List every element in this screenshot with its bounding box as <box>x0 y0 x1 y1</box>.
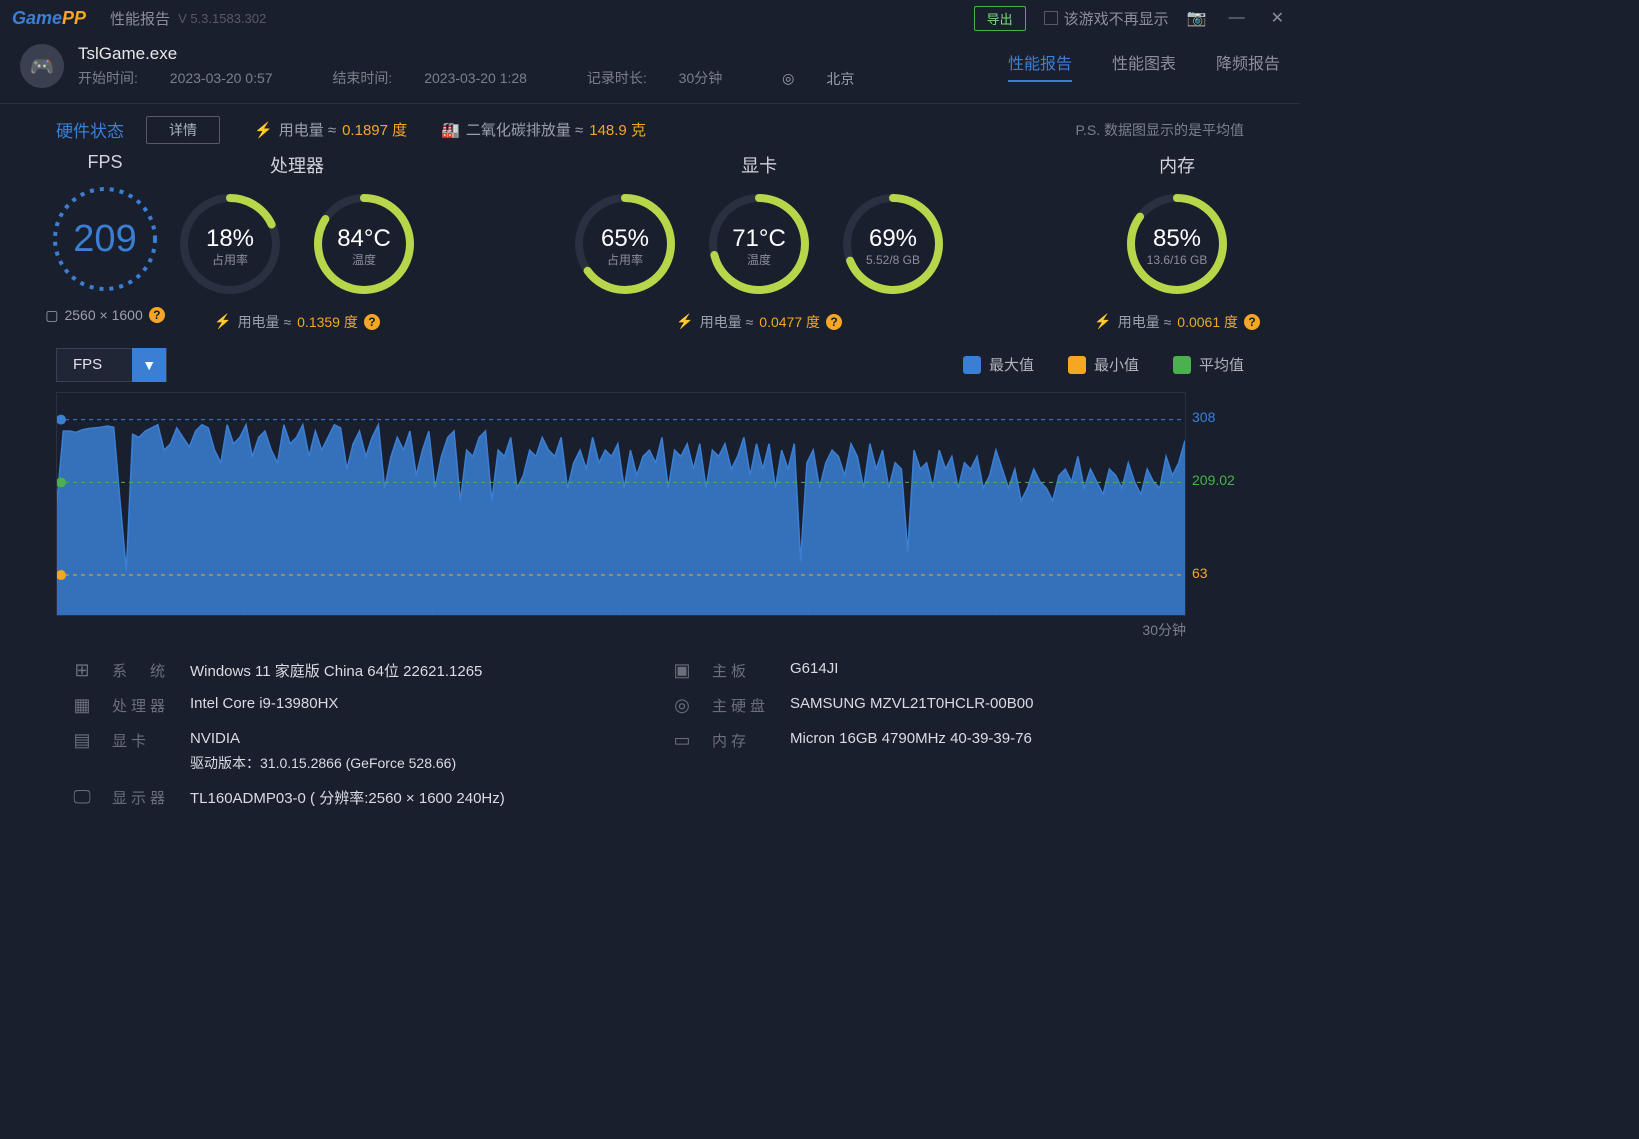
motherboard-icon: ▣ <box>670 660 694 681</box>
legend-min: 最小值 <box>1068 354 1139 375</box>
sysinfo-disk: ◎ 主硬盘 SAMSUNG MZVL21T0HCLR-00B00 <box>670 695 1230 716</box>
power-icon: ⚡ <box>214 313 231 330</box>
minimize-icon[interactable]: — <box>1225 9 1249 27</box>
session-header: 🎮 TslGame.exe 开始时间: 2023-03-20 0:57 结束时间… <box>0 36 1300 104</box>
cpu-power: ⚡ 用电量 ≈ 0.1359 度 ? <box>214 312 380 332</box>
hardware-status-row: 硬件状态 详情 ⚡ 用电量 ≈ 0.1897 度 🏭 二氧化碳排放量 ≈ 148… <box>0 104 1300 144</box>
chart-duration: 30分钟 <box>56 620 1244 640</box>
svg-text:209: 209 <box>73 218 136 260</box>
svg-text:占用率: 占用率 <box>607 252 643 267</box>
session-meta: 开始时间: 2023-03-20 0:57 结束时间: 2023-03-20 1… <box>78 68 910 89</box>
hw-note: P.S. 数据图显示的是平均值 <box>1075 120 1244 140</box>
sysinfo-gpu: ▤ 显卡 NVIDIA 驱动版本：31.0.15.2866 (GeForce 5… <box>70 730 630 773</box>
titlebar: GamePP 性能报告 V 5.3.1583.302 导出 该游戏不再显示 📷 … <box>0 0 1300 36</box>
gpu-temp-gauge: 71°C温度 <box>699 184 819 304</box>
dropdown-label: FPS <box>57 356 132 373</box>
location-icon: ◎ <box>782 70 794 87</box>
gpu-vram-gauge: 69%5.52/8 GB <box>833 184 953 304</box>
game-icon: 🎮 <box>20 44 64 88</box>
help-icon[interactable]: ? <box>149 307 165 323</box>
power-icon: ⚡ <box>1094 313 1111 330</box>
checkbox-icon <box>1044 11 1058 25</box>
power-icon: ⚡ <box>676 313 693 330</box>
sysinfo-display: 🖵 显示器 TL160ADMP03-0 ( 分辨率:2560 × 1600 24… <box>70 787 630 808</box>
cpu-temp-gauge: 84°C温度 <box>304 184 424 304</box>
svg-text:温度: 温度 <box>352 252 376 267</box>
gauge-gpu: 显卡 65%占用率 71°C温度 69%5.52/8 GB ⚡ 用电量 ≈ 0.… <box>424 152 1094 332</box>
hw-title: 硬件状态 <box>56 117 124 142</box>
total-power-stat: ⚡ 用电量 ≈ 0.1897 度 <box>254 119 407 140</box>
metric-dropdown[interactable]: FPS ▼ <box>56 348 167 382</box>
gauge-mem-title: 内存 <box>1159 152 1195 178</box>
legend-avg: 平均值 <box>1173 354 1244 375</box>
svg-text:69%: 69% <box>869 225 917 252</box>
os-icon: ⊞ <box>70 660 94 681</box>
gauge-cpu-title: 处理器 <box>270 152 324 178</box>
cpu-usage-gauge: 18%占用率 <box>170 184 290 304</box>
tab-throttle[interactable]: 降频报告 <box>1216 50 1280 82</box>
help-icon[interactable]: ? <box>1244 314 1260 330</box>
mem-usage-gauge: 85%13.6/16 GB <box>1117 184 1237 304</box>
chart-legend: 最大值 最小值 平均值 <box>963 354 1244 375</box>
sysinfo-os: ⊞ 系 统 Windows 11 家庭版 China 64位 22621.126… <box>70 660 630 681</box>
power-icon: ⚡ <box>254 121 273 139</box>
location-text: 北京 <box>826 69 854 89</box>
gpu-power: ⚡ 用电量 ≈ 0.0477 度 ? <box>676 312 842 332</box>
gauge-fps: FPS 209 ▢ 2560 × 1600 ? <box>40 152 170 324</box>
close-icon[interactable]: ✕ <box>1267 8 1288 28</box>
titlebar-title: 性能报告 <box>110 8 170 29</box>
chart-y-labels: 308209.0263 <box>1186 392 1244 616</box>
gauge-cpu: 处理器 18%占用率 84°C温度 ⚡ 用电量 ≈ 0.1359 度 ? <box>170 152 424 332</box>
svg-text:84°C: 84°C <box>337 225 391 252</box>
cpu-icon: ▦ <box>70 695 94 716</box>
svg-text:18%: 18% <box>206 225 254 252</box>
svg-text:占用率: 占用率 <box>212 252 248 267</box>
co2-stat: 🏭 二氧化碳排放量 ≈ 148.9 克 <box>441 119 646 140</box>
svg-text:13.6/16 GB: 13.6/16 GB <box>1147 253 1208 267</box>
details-button[interactable]: 详情 <box>146 116 220 144</box>
svg-text:65%: 65% <box>601 225 649 252</box>
help-icon[interactable]: ? <box>364 314 380 330</box>
chart-section: FPS ▼ 最大值 最小值 平均值 308209.0263 30分钟 <box>0 332 1300 640</box>
gauge-memory: 内存 85%13.6/16 GB ⚡ 用电量 ≈ 0.0061 度 ? <box>1094 152 1260 332</box>
svg-text:71°C: 71°C <box>732 225 786 252</box>
disk-icon: ◎ <box>670 695 694 716</box>
export-button[interactable]: 导出 <box>974 6 1026 31</box>
help-icon[interactable]: ? <box>826 314 842 330</box>
fps-resolution: ▢ 2560 × 1600 ? <box>45 307 164 324</box>
titlebar-version: V 5.3.1583.302 <box>178 11 266 26</box>
display-icon: 🖵 <box>70 787 94 808</box>
tab-bar: 性能报告 性能图表 降频报告 <box>1008 50 1280 82</box>
sysinfo-memory: ▭ 内存 Micron 16GB 4790MHz 40-39-39-76 <box>670 730 1230 773</box>
hide-game-label: 该游戏不再显示 <box>1064 8 1169 29</box>
svg-text:温度: 温度 <box>747 252 771 267</box>
camera-icon[interactable]: 📷 <box>1187 8 1207 28</box>
app-logo: GamePP <box>12 8 86 29</box>
performance-chart <box>56 392 1186 616</box>
system-info: ⊞ 系 统 Windows 11 家庭版 China 64位 22621.126… <box>0 640 1300 808</box>
memory-icon: ▭ <box>670 730 694 751</box>
sysinfo-cpu: ▦ 处理器 Intel Core i9-13980HX <box>70 695 630 716</box>
mem-power: ⚡ 用电量 ≈ 0.0061 度 ? <box>1094 312 1260 332</box>
tab-chart[interactable]: 性能图表 <box>1112 50 1176 82</box>
monitor-icon: ▢ <box>45 307 58 324</box>
legend-max: 最大值 <box>963 354 1034 375</box>
hide-game-checkbox[interactable]: 该游戏不再显示 <box>1044 8 1169 29</box>
fps-gauge-icon: 209 <box>40 179 170 299</box>
gauge-gpu-title: 显卡 <box>741 152 777 178</box>
chevron-down-icon: ▼ <box>132 348 166 382</box>
co2-icon: 🏭 <box>441 121 460 139</box>
gauges-row: FPS 209 ▢ 2560 × 1600 ? 处理器 18%占用率 84°C温… <box>0 144 1300 332</box>
gpu-usage-gauge: 65%占用率 <box>565 184 685 304</box>
svg-text:85%: 85% <box>1153 225 1201 252</box>
svg-text:5.52/8 GB: 5.52/8 GB <box>866 253 920 267</box>
exe-name: TslGame.exe <box>78 44 910 64</box>
gauge-fps-title: FPS <box>87 152 122 173</box>
tab-report[interactable]: 性能报告 <box>1008 50 1072 82</box>
sysinfo-motherboard: ▣ 主板 G614JI <box>670 660 1230 681</box>
gpu-icon: ▤ <box>70 730 94 751</box>
